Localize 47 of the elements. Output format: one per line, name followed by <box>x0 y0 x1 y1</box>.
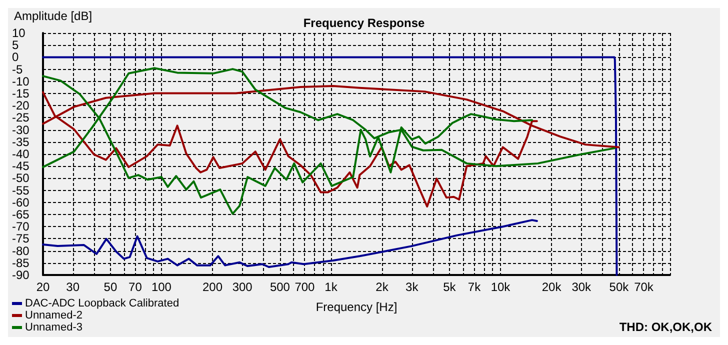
y-tick-label: -20 <box>12 98 30 113</box>
legend-label: DAC-ADC Loopback Calibrated <box>25 298 180 310</box>
legend-label: Unnamed-3 <box>25 322 82 334</box>
x-tick-label: 20 <box>36 280 50 294</box>
x-tick-label: 500 <box>270 280 290 294</box>
x-tick-label: 70k <box>634 280 654 294</box>
y-tick-label: -35 <box>12 134 30 149</box>
y-tick-label: -60 <box>12 195 30 210</box>
x-tick-label: 7k <box>468 280 482 294</box>
y-tick-label: -80 <box>12 244 30 258</box>
x-axis-title: Frequency [Hz] <box>316 300 398 314</box>
y-tick-label: -85 <box>12 256 30 270</box>
x-tick-label: 30k <box>572 280 592 294</box>
y-tick-label: -5 <box>12 62 23 76</box>
y-tick-label: -30 <box>12 122 30 137</box>
x-tick-label: 20k <box>542 280 562 294</box>
y-tick-label: -70 <box>12 220 30 234</box>
y-tick-label: -45 <box>12 159 30 174</box>
x-tick-label: 10k <box>490 280 512 294</box>
chart-title: Frequency Response <box>303 16 426 30</box>
y-tick-label: -15 <box>12 86 30 100</box>
x-tick-label: 1k <box>324 280 338 294</box>
y-tick-label: -90 <box>12 268 30 282</box>
x-tick-label: 3k <box>406 280 420 294</box>
legend-label: Unnamed-2 <box>25 310 82 322</box>
y-tick-label: -25 <box>12 110 30 125</box>
y-tick-label: -65 <box>12 208 30 222</box>
text: THD: OK,OK,OK <box>619 320 712 334</box>
y-tick-label: 10 <box>12 26 26 40</box>
y-tick-label: -50 <box>12 171 30 186</box>
x-tick-label: 700 <box>294 280 316 294</box>
y-tick-label: -40 <box>12 147 30 161</box>
x-tick-label: 50 <box>104 280 118 294</box>
x-tick-label: 300 <box>232 280 253 294</box>
y-tick-label: 5 <box>12 38 19 52</box>
x-tick-label: 200 <box>202 280 223 294</box>
y-tick-label: 0 <box>12 50 19 64</box>
x-tick-label: 50k <box>609 280 630 294</box>
y-axis-title: Amplitude [dB] <box>14 9 92 23</box>
y-tick-label: -55 <box>12 183 30 198</box>
x-tick-label: 100 <box>151 280 172 294</box>
x-tick-label: 30 <box>66 280 80 294</box>
y-tick-label: -75 <box>12 232 30 246</box>
x-tick-label: 2k <box>376 280 390 294</box>
x-tick-label: 70 <box>128 280 142 294</box>
y-tick-label: -10 <box>12 74 30 88</box>
x-tick-label: 5k <box>443 280 457 294</box>
